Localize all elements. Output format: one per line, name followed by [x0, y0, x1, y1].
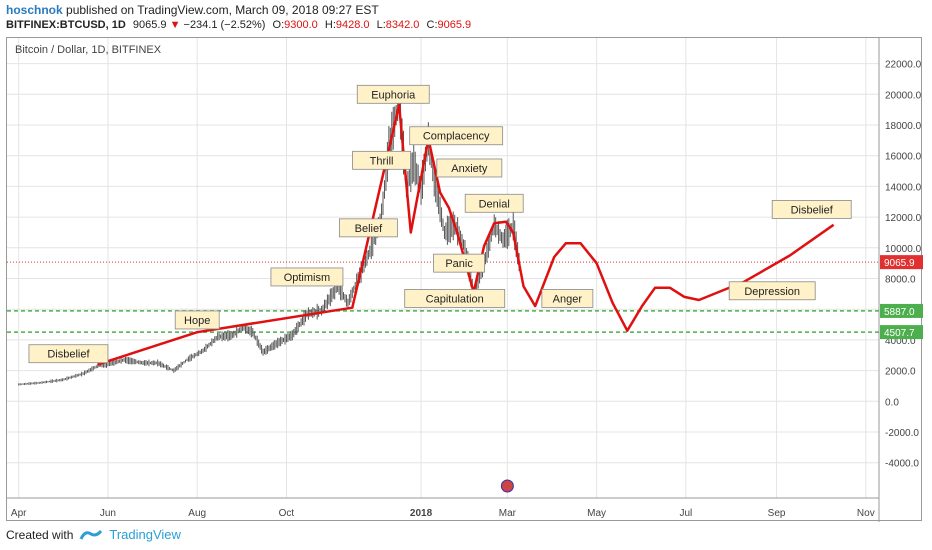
chart-title: Bitcoin / Dollar, 1D, BITFINEX [15, 44, 162, 56]
low-label: L: [376, 19, 386, 31]
x-tick-label: 2018 [410, 508, 433, 519]
chart-frame[interactable]: 24000.0 22000.0 20000.0 18000.0 16000.0 14000… [6, 37, 923, 522]
tradingview-brand[interactable]: TradingView [109, 527, 181, 542]
annotation-label: Disbelief [47, 349, 90, 361]
x-tick-label: Aug [188, 508, 206, 519]
price-level-label: 5887.0 [884, 307, 915, 318]
close-value: 9065.9 [437, 19, 472, 31]
annotation-label: Anxiety [451, 163, 488, 175]
down-arrow-icon: ▼ [169, 19, 181, 31]
annotation-label: Depression [744, 286, 800, 298]
created-with-text: Created with [6, 527, 74, 542]
y-tick-label: 24000.0 [885, 38, 922, 40]
x-tick-label: Apr [11, 508, 27, 519]
annotation-box [433, 253, 485, 273]
annotation-box [338, 218, 398, 238]
annotation-box [728, 281, 816, 301]
price-level-label: 9065.9 [884, 258, 915, 269]
x-tick-label: Sep [768, 508, 786, 519]
price-change: −234.1 (−2.52%) [183, 19, 266, 31]
annotation-label: Disbelief [791, 204, 834, 216]
annotation-label: Capitulation [426, 293, 484, 305]
price-level-tag [880, 303, 923, 318]
annotation-label: Complacency [423, 131, 490, 143]
annotation-box [174, 310, 220, 330]
x-tick-label: May [587, 508, 606, 519]
annotation-box [409, 126, 504, 146]
symbol-name: BITFINEX:BTCUSD, 1D [6, 19, 126, 31]
footer: Created with TradingView [6, 527, 181, 542]
price-level-tag [880, 255, 923, 270]
annotation-label: Anger [553, 293, 583, 305]
published-text: published on TradingView.com, March 09, … [66, 3, 379, 17]
x-tick-label: Nov [857, 508, 875, 519]
annotation-box [28, 344, 109, 364]
y-tick-label: 12000.0 [885, 213, 922, 224]
price-chart[interactable]: 24000.0 22000.0 20000.0 18000.0 16000.0 14000… [7, 38, 923, 522]
annotation-label: Optimism [284, 272, 330, 284]
x-tick-label: Mar [499, 508, 517, 519]
annotation-box [404, 289, 506, 308]
price-bars [18, 90, 520, 386]
high-value: 9428.0 [335, 19, 370, 31]
annotation-label: Thrill [370, 155, 394, 167]
y-tick-label: 10000.0 [885, 244, 922, 255]
x-tick-label: Oct [279, 508, 295, 519]
cycle-projection-line [97, 103, 835, 366]
y-tick-label: 22000.0 [885, 60, 922, 71]
open-label: O: [272, 19, 285, 31]
y-tick-label: 2000.0 [885, 367, 916, 378]
y-tick-label: -4000.0 [885, 459, 919, 470]
x-tick-label: Jun [100, 508, 116, 519]
annotation-box [436, 158, 503, 178]
y-tick-label: 16000.0 [885, 152, 922, 163]
event-flag-icon [500, 479, 514, 493]
open-value: 9300.0 [284, 19, 318, 31]
published-header: hoschnok published on TradingView.com, M… [6, 3, 379, 17]
annotation-label: Belief [355, 223, 383, 235]
symbol-quote-line: BITFINEX:BTCUSD, 1D 9065.9 ▼ −234.1 (−2.… [6, 19, 471, 31]
price-level-label: 4507.7 [884, 328, 915, 339]
author-link[interactable]: hoschnok [6, 3, 63, 17]
annotation-label: Euphoria [371, 89, 416, 101]
x-tick-label: Jul [679, 508, 692, 519]
y-tick-label: 4000.0 [885, 336, 916, 347]
annotation-box [270, 267, 344, 287]
y-tick-label: 14000.0 [885, 182, 922, 193]
y-tick-label: 8000.0 [885, 275, 916, 286]
y-tick-label: 18000.0 [885, 121, 922, 132]
y-tick-label: -2000.0 [885, 428, 919, 439]
annotation-box [352, 150, 411, 170]
annotation-label: Hope [184, 315, 210, 327]
annotation-label: Denial [479, 198, 510, 210]
y-tick-label: 0.0 [885, 397, 899, 408]
annotation-label: Panic [445, 258, 473, 270]
annotation-box [771, 200, 852, 219]
price-level-tag [880, 325, 923, 340]
annotation-box [541, 289, 594, 308]
annotation-box [464, 193, 524, 213]
high-label: H: [324, 19, 336, 31]
low-value: 8342.0 [385, 19, 420, 31]
y-tick-label: 20000.0 [885, 90, 922, 101]
tradingview-logo-icon [80, 529, 103, 540]
annotation-box [356, 84, 430, 104]
close-label: C: [426, 19, 438, 31]
last-price: 9065.9 [132, 19, 167, 31]
